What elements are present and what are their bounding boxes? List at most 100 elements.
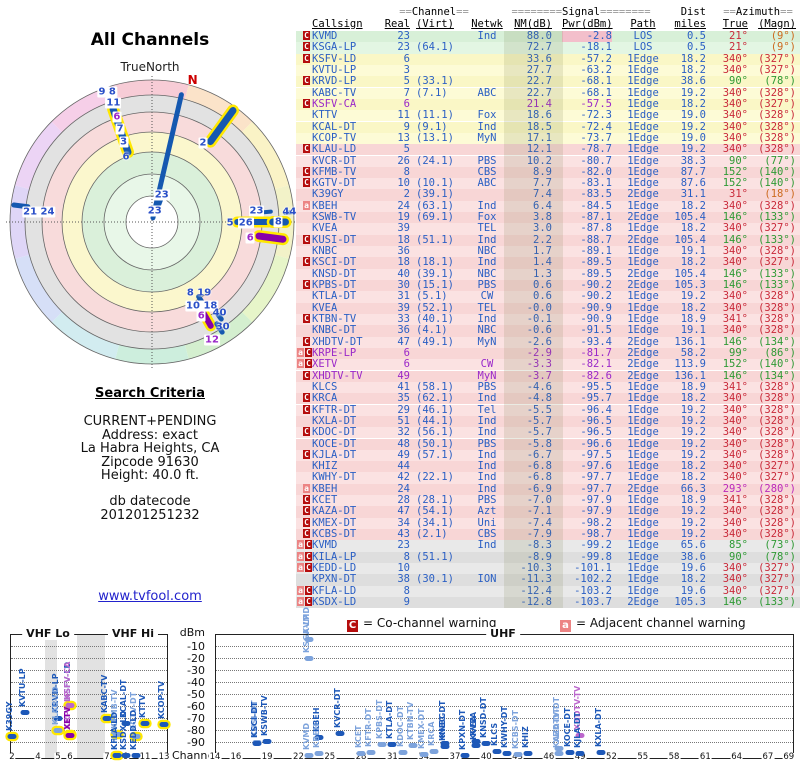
co-channel-warning-badge: C [305,359,312,369]
table-row: KTTV 11 (11.1) Fox 18.6 -72.3 1Edge 19.0 340° (32… [296,109,800,122]
cell-pw: -97.6 [580,460,612,473]
cell-am: (327°) [758,584,796,597]
gridline [216,670,793,671]
cell-nm: -5.8 [526,437,552,450]
gridline [11,694,167,695]
cell-at: 340° [722,245,748,258]
warning-badges [296,189,310,200]
signal-marker [492,748,502,754]
cell-vi: (62.1) [416,392,454,405]
table-row: KVTU-LP 3 27.7 -63.2 1Edge 18.2 340° (327°) [296,63,800,77]
radar-channel-label: 3 [119,136,129,148]
warning-badges: C [296,517,310,529]
table-row: KABC-TV 7 (7.1) ABC 22.7 -68.1 1Edge 19.2 340° (3… [296,86,800,99]
cell-re: 6 [403,358,410,371]
cell-vi: (24.1) [416,154,454,167]
dbm-tick: -90 [187,736,205,749]
cell-at: 340° [722,63,748,76]
channel-tick: 58 [667,752,681,762]
radar-channel-label: 10 18 [185,300,219,312]
gridline [216,742,793,743]
cell-nw: Uni [477,516,497,529]
cell-cs: KBEH [312,199,338,212]
cell-am: (328°) [758,199,796,212]
cell-am: (9°) [770,41,796,54]
cell-di: 18.2 [680,199,706,212]
co-channel-warning-badge: C [303,314,310,323]
cell-at: 99° [729,346,748,359]
cell-am: (327°) [758,562,796,575]
cell-am: (327°) [758,97,796,110]
table-row: C KSCI-DT 18 (18.1) Ind 1.4 -89.5 1Edge 18.2 340°… [296,257,800,269]
table-row: a C KVMD 23 Ind -8.3 -99.2 1Edge 65.6 85° (73°) [296,540,800,552]
cell-vi: (69.1) [416,211,454,224]
cell-di: 136.1 [674,369,706,382]
co-channel-warning-badge: C [303,449,310,459]
cell-re: 6 [403,346,410,359]
cell-at: 340° [722,222,748,235]
cell-cs: KABC-TV [312,86,357,99]
cell-nm: 7.4 [533,188,552,201]
cell-at: 152° [722,358,748,371]
radar-channel-label: 9 8 [97,86,117,98]
header-signal: ========Signal======== [511,6,651,18]
cell-di: 19.2 [680,414,706,427]
radar-channel-label: 5 [226,217,234,229]
gridline [11,670,167,671]
cell-di: 18.2 [680,97,706,110]
cell-cs: KUSI-DT [312,233,357,246]
channel-tick: 55 [636,752,650,762]
cell-pa: 1Edge [627,528,659,541]
north-marker: N [187,73,198,88]
cell-nw: ABC [477,86,497,99]
cell-am: (9°) [770,30,796,42]
warning-badges: C [296,370,310,382]
cell-cs: KLCS [312,380,338,393]
table-row: C KSFV-LD 6 33.6 -57.2 1Edge 18.2 340° (327°) [296,53,800,65]
cell-pw: -82.0 [580,165,612,178]
warning-badges: C [296,506,310,517]
co-channel-warning-badge: C [303,506,310,516]
cell-pa: 1Edge [627,177,659,190]
table-row: C KLAU-LD 5 12.1 -78.7 1Edge 19.2 340° (328°) [296,143,800,156]
cell-re: 38 [397,573,410,586]
gridline [11,742,167,743]
cell-at: 340° [722,516,748,529]
warning-badges: a [296,200,310,212]
table-row: C XHDTV-DT 47 (49.1) MyN -2.6 -93.4 2Edge 136.1 1… [296,335,800,348]
table-row: a C XETV 6 CW -3.3 -82.1 2Edge 113.9 152° (140°) [296,358,800,371]
radar-channel-label: 23 [248,205,265,217]
cell-vi: (13.1) [416,131,454,144]
channel-tick: 28 [354,752,368,762]
cell-re: 47 [397,505,410,518]
warning-badges [296,291,310,302]
warning-badges: C [296,42,310,53]
vhf-lo-label: VHF Lo [22,627,74,640]
cell-nw: Fox [477,109,497,122]
gridline [11,706,167,707]
channel-tick: 46 [542,752,556,762]
signal-marker [565,749,575,755]
cell-cs: KPXN-DT [312,573,357,586]
cell-am: (328°) [758,437,796,450]
search-criteria-lines: CURRENT+PENDING Address: exact La Habra He… [30,415,270,483]
cell-cs: XHDTV-DT [312,335,363,348]
tvfool-link[interactable]: www.tvfool.com [98,589,202,604]
co-channel-warning-badge: C [303,98,310,108]
cell-re: 43 [397,528,410,541]
cell-nm: 6.4 [533,199,552,212]
cell-nm: 27.7 [526,63,552,76]
warning-badges [296,325,310,336]
cell-am: (133°) [758,279,796,292]
cell-pa: 1Edge [627,75,659,88]
cell-di: 113.9 [674,358,706,371]
cell-nm: 8.9 [533,165,552,178]
cell-nw: MyN [477,131,497,144]
cell-pw: -97.7 [580,482,612,495]
cell-vi: (15.1) [416,279,454,292]
cell-di: 38.6 [680,550,706,563]
table-row: KNBC 36 NBC 1.7 -89.1 1Edge 19.1 340° (328°) [296,245,800,258]
cell-pa: 2Edge [627,346,659,359]
cell-nm: -12.4 [520,584,552,597]
signal-marker [304,655,314,661]
